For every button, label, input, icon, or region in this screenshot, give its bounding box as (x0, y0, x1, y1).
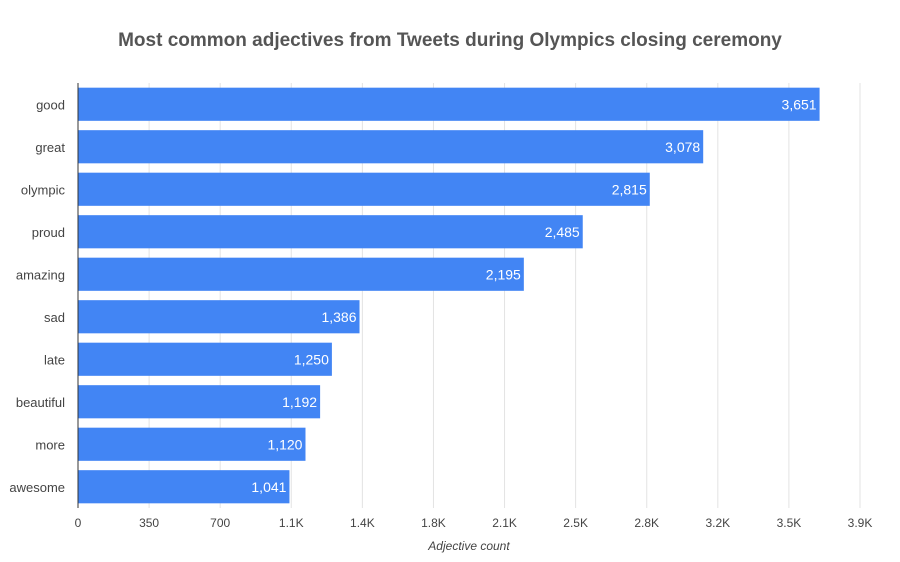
x-tick-label: 3.9K (848, 516, 873, 530)
bar-good (78, 87, 820, 121)
x-tick-label: 3.5K (777, 516, 802, 530)
value-label: 2,815 (612, 181, 647, 197)
category-label: sad (44, 310, 65, 325)
bar-more (78, 427, 306, 461)
bar-late (78, 342, 332, 376)
chart-title: Most common adjectives from Tweets durin… (118, 30, 782, 51)
value-label: 1,250 (294, 351, 329, 367)
x-tick-label: 2.1K (492, 516, 517, 530)
x-tick-label: 0 (75, 516, 82, 530)
category-label: olympic (21, 182, 66, 197)
bar-olympic (78, 172, 650, 206)
x-tick-label: 700 (210, 516, 230, 530)
x-tick-label: 2.8K (634, 516, 659, 530)
category-label: more (35, 437, 65, 452)
value-label: 1,386 (321, 309, 356, 325)
value-label: 1,192 (282, 394, 317, 410)
bar-awesome (78, 470, 290, 504)
category-label: great (35, 140, 65, 155)
value-label: 1,120 (267, 436, 302, 452)
category-label: proud (32, 225, 65, 240)
category-label: late (44, 352, 65, 367)
category-label: awesome (9, 480, 65, 495)
x-tick-label: 2.5K (563, 516, 588, 530)
bar-beautiful (78, 385, 321, 419)
bar-amazing (78, 257, 524, 291)
value-label: 2,485 (545, 224, 580, 240)
category-label: amazing (16, 267, 65, 282)
x-tick-label: 3.2K (705, 516, 730, 530)
category-label: beautiful (16, 395, 65, 410)
bar-great (78, 130, 704, 164)
x-axis-title: Adjective count (427, 539, 510, 553)
category-label: good (36, 97, 65, 112)
value-label: 1,041 (251, 479, 286, 495)
x-tick-label: 1.4K (350, 516, 375, 530)
value-label: 3,078 (665, 139, 700, 155)
x-tick-label: 1.8K (421, 516, 446, 530)
value-label: 3,651 (782, 96, 817, 112)
x-tick-label: 350 (139, 516, 159, 530)
bar-proud (78, 215, 583, 249)
value-label: 2,195 (486, 266, 521, 282)
x-tick-label: 1.1K (279, 516, 304, 530)
bar-sad (78, 300, 360, 334)
